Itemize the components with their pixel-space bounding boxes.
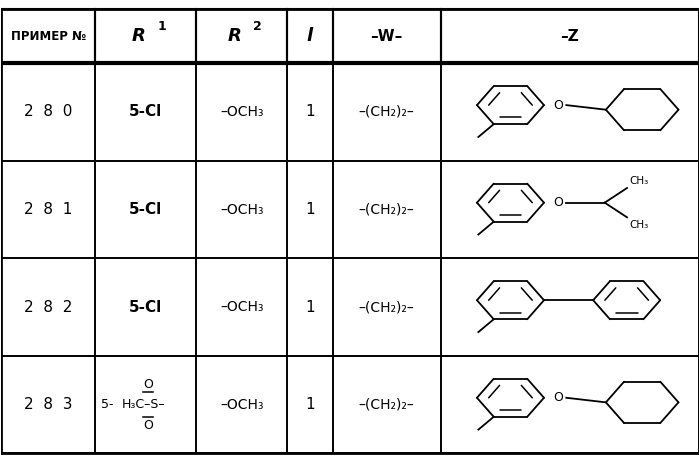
Bar <box>196 9 287 63</box>
Bar <box>287 258 333 356</box>
Bar <box>333 9 441 63</box>
Bar <box>95 9 196 63</box>
Bar <box>287 356 333 453</box>
Bar <box>441 356 699 453</box>
Bar <box>287 9 333 63</box>
Text: –(CH₂)₂–: –(CH₂)₂– <box>359 202 415 217</box>
Text: –OCH₃: –OCH₃ <box>220 398 264 412</box>
Text: l: l <box>307 27 313 45</box>
Text: 5-: 5- <box>101 398 113 411</box>
Text: H₃C–S–: H₃C–S– <box>122 398 166 411</box>
Bar <box>287 161 333 258</box>
Text: –Z: –Z <box>561 29 579 44</box>
Text: 2  8  1: 2 8 1 <box>24 202 72 217</box>
Bar <box>441 9 699 63</box>
Bar <box>196 161 287 258</box>
Text: –OCH₃: –OCH₃ <box>220 202 264 217</box>
Bar <box>1 9 95 63</box>
Text: 5-Cl: 5-Cl <box>129 202 162 217</box>
Bar <box>333 161 441 258</box>
Text: O: O <box>143 377 153 391</box>
Text: O: O <box>143 419 153 432</box>
Text: 2  8  3: 2 8 3 <box>24 397 73 412</box>
Text: 2  8  2: 2 8 2 <box>24 300 72 315</box>
Text: –W–: –W– <box>370 29 403 44</box>
Text: O: O <box>554 391 563 404</box>
Bar <box>441 63 699 161</box>
Text: CH₃: CH₃ <box>630 176 649 186</box>
Bar <box>333 258 441 356</box>
Bar <box>1 258 95 356</box>
Text: O: O <box>554 196 563 209</box>
Text: 1: 1 <box>305 202 315 217</box>
Text: 2  8  0: 2 8 0 <box>24 104 72 120</box>
Bar <box>95 258 196 356</box>
Bar <box>95 63 196 161</box>
Bar <box>1 63 95 161</box>
Bar <box>196 63 287 161</box>
Text: 1: 1 <box>157 20 166 33</box>
Text: 2: 2 <box>254 20 262 33</box>
Text: 1: 1 <box>305 397 315 412</box>
Bar <box>95 161 196 258</box>
Bar <box>95 356 196 453</box>
Text: –(CH₂)₂–: –(CH₂)₂– <box>359 105 415 119</box>
Text: –OCH₃: –OCH₃ <box>220 105 264 119</box>
Bar <box>441 258 699 356</box>
Bar <box>441 161 699 258</box>
Text: O: O <box>554 98 563 112</box>
Bar <box>1 356 95 453</box>
Text: 1: 1 <box>305 300 315 315</box>
Text: 5-Cl: 5-Cl <box>129 104 162 120</box>
Bar <box>196 258 287 356</box>
Bar <box>1 161 95 258</box>
Bar <box>196 356 287 453</box>
Text: 1: 1 <box>305 104 315 120</box>
Text: –(CH₂)₂–: –(CH₂)₂– <box>359 300 415 314</box>
Text: R: R <box>132 27 146 45</box>
Text: R: R <box>228 27 242 45</box>
Bar <box>333 356 441 453</box>
Text: –OCH₃: –OCH₃ <box>220 300 264 314</box>
Text: 5-Cl: 5-Cl <box>129 300 162 315</box>
Bar <box>333 63 441 161</box>
Text: CH₃: CH₃ <box>630 220 649 229</box>
Text: –(CH₂)₂–: –(CH₂)₂– <box>359 398 415 412</box>
Text: ПРИМЕР №: ПРИМЕР № <box>10 30 86 43</box>
Bar <box>287 63 333 161</box>
